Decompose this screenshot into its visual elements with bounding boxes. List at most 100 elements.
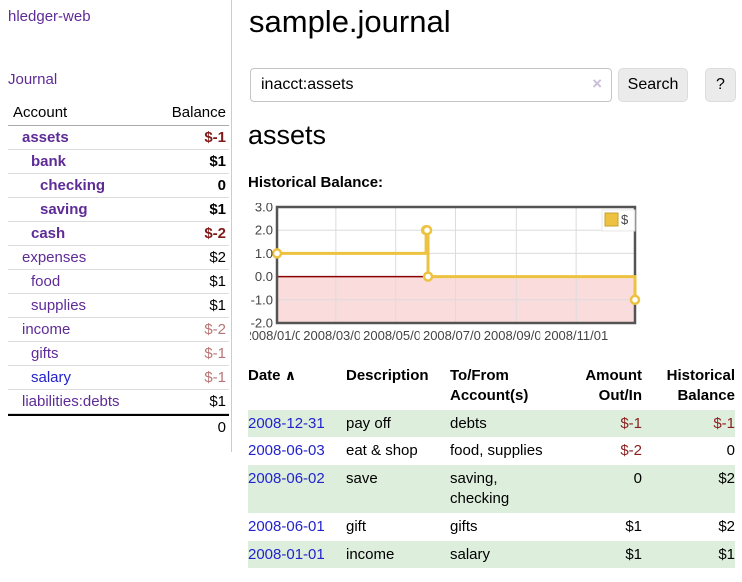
transaction-balance: $2: [718, 517, 735, 535]
sidebar-account-row-assets: assets $-1: [8, 126, 229, 150]
sidebar-account-row-saving: saving $1: [8, 198, 229, 222]
transaction-amount: 0: [633, 470, 642, 488]
register-header-balance: Historical Balance: [666, 367, 735, 404]
transaction-amount: $1: [625, 517, 642, 535]
account-link-assets[interactable]: assets: [22, 129, 69, 146]
sidebar-account-row-income: income $-2: [8, 318, 229, 342]
chart-heading: Historical Balance:: [248, 174, 384, 191]
register-row: 2008-01-01 income salary $1 $1: [248, 540, 735, 569]
register-row: 2008-06-01 gift gifts $1 $2: [248, 513, 735, 541]
account-balance: $-2: [204, 225, 226, 242]
search-input-wrap: ×: [250, 68, 612, 102]
help-button[interactable]: ?: [705, 68, 736, 102]
accounts-header-account: Account: [13, 104, 68, 121]
svg-text:-2.0: -2.0: [251, 316, 273, 331]
account-link-liabilities-debts[interactable]: liabilities:debts: [22, 393, 120, 410]
account-link-saving[interactable]: saving: [40, 201, 88, 218]
transaction-accounts: salary: [450, 545, 491, 563]
account-link-bank[interactable]: bank: [31, 153, 67, 170]
account-balance: $-1: [204, 345, 226, 362]
register-table: Date ∧ Description To/From Account(s) Am…: [248, 362, 735, 569]
svg-text:0.0: 0.0: [255, 269, 273, 284]
transaction-balance: $1: [718, 545, 735, 563]
nav-journal-link[interactable]: Journal: [8, 71, 58, 88]
search-button[interactable]: Search: [618, 68, 688, 102]
svg-text:2008/07/01: 2008/07/01: [423, 328, 488, 343]
transaction-description: save: [346, 470, 378, 488]
transaction-accounts: gifts: [450, 517, 478, 535]
search-input[interactable]: [250, 68, 612, 102]
account-balance: $2: [209, 249, 226, 266]
account-link-expenses[interactable]: expenses: [22, 249, 87, 266]
account-heading: assets: [248, 120, 327, 150]
accounts-table: Account Balance assets $-1 bank $1 check…: [8, 101, 229, 439]
account-balance: $1: [209, 201, 226, 218]
register-row: 2008-06-03 eat & shop food, supplies $-2…: [248, 437, 735, 465]
historical-balance-chart[interactable]: $3.0 2.0 1.0 0.0 -1.0 -2.02008/01/012008/03/0…: [250, 203, 742, 347]
sidebar-account-row-gifts: gifts $-1: [8, 342, 229, 366]
transaction-amount: $1: [625, 545, 642, 563]
transaction-description: pay off: [346, 414, 391, 432]
account-balance: $1: [209, 273, 226, 290]
account-link-gifts[interactable]: gifts: [31, 345, 59, 362]
sidebar-account-row-supplies: supplies $1: [8, 294, 229, 318]
search-bar: × Search ?: [250, 68, 736, 102]
account-balance: $1: [209, 393, 226, 410]
transaction-accounts: food, supplies: [450, 442, 543, 460]
register-header-description: Description: [346, 367, 429, 384]
accounts-header-balance: Balance: [171, 104, 226, 121]
account-link-checking[interactable]: checking: [40, 177, 106, 194]
register-header-row: Date ∧ Description To/From Account(s) Am…: [248, 362, 735, 410]
transaction-amount: $-2: [620, 442, 642, 460]
svg-text:2008/11/01: 2008/11/01: [544, 328, 608, 343]
accounts-table-header: Account Balance: [8, 101, 229, 126]
transaction-date-link[interactable]: 2008-06-01: [248, 517, 325, 535]
svg-text:2008/01/01: 2008/01/01: [250, 328, 310, 343]
transaction-accounts: debts: [450, 414, 487, 432]
transaction-description: gift: [346, 517, 367, 535]
register-row: 2008-12-31 pay off debts $-1 $-1: [248, 409, 735, 438]
account-balance: $-1: [204, 129, 226, 146]
page-title: sample.journal: [249, 4, 451, 39]
sidebar-account-row-bank: bank $1: [8, 150, 229, 174]
register-row: 2008-06-02 save saving, checking 0 $2: [248, 465, 735, 513]
svg-text:2.0: 2.0: [255, 223, 273, 238]
transaction-date-link[interactable]: 2008-12-31: [248, 414, 325, 432]
account-balance: $-2: [204, 321, 226, 338]
sidebar-account-row-liabilities: liabilities:debts $1: [8, 390, 229, 414]
clear-search-icon[interactable]: ×: [592, 74, 602, 93]
account-balance: $1: [209, 153, 226, 170]
transaction-amount: $-1: [620, 414, 642, 432]
sidebar-account-row-expenses: expenses $2: [8, 246, 229, 270]
transaction-description: eat & shop: [346, 442, 418, 460]
register-header-account: To/From Account(s): [450, 367, 529, 404]
transaction-balance: $2: [718, 470, 735, 488]
accounts-total: 0: [8, 414, 229, 439]
sort-asc-icon: ∧: [284, 367, 297, 383]
transaction-date-link[interactable]: 2008-01-01: [248, 545, 325, 563]
transaction-balance: $-1: [713, 414, 735, 432]
account-link-food[interactable]: food: [31, 273, 61, 290]
app-brand-link[interactable]: hledger-web: [8, 8, 91, 25]
transaction-description: income: [346, 545, 395, 563]
account-link-cash[interactable]: cash: [31, 225, 66, 242]
svg-text:2008/03/01: 2008/03/01: [303, 328, 368, 343]
transaction-date-link[interactable]: 2008-06-02: [248, 470, 325, 488]
register-header-date[interactable]: Date ∧: [248, 367, 297, 384]
transaction-date-link[interactable]: 2008-06-03: [248, 442, 325, 460]
account-link-salary[interactable]: salary: [31, 369, 72, 386]
svg-text:2008/09/01: 2008/09/01: [484, 328, 549, 343]
account-balance: $-1: [204, 369, 226, 386]
svg-text:1.0: 1.0: [255, 246, 273, 261]
sidebar-account-row-salary: salary $-1: [8, 366, 229, 390]
account-link-supplies[interactable]: supplies: [31, 297, 87, 314]
sidebar: hledger-web Journal Account Balance asse…: [0, 0, 232, 452]
svg-text:2008/05/01: 2008/05/01: [363, 328, 428, 343]
register-header-amount: Amount Out/In: [585, 367, 642, 404]
svg-text:3.0: 3.0: [255, 203, 273, 215]
sidebar-account-row-checking: checking 0: [8, 174, 229, 198]
sidebar-account-row-cash: cash $-2: [8, 222, 229, 246]
transaction-accounts: saving, checking: [450, 470, 510, 507]
account-balance: 0: [217, 177, 226, 194]
account-link-income[interactable]: income: [22, 321, 71, 338]
